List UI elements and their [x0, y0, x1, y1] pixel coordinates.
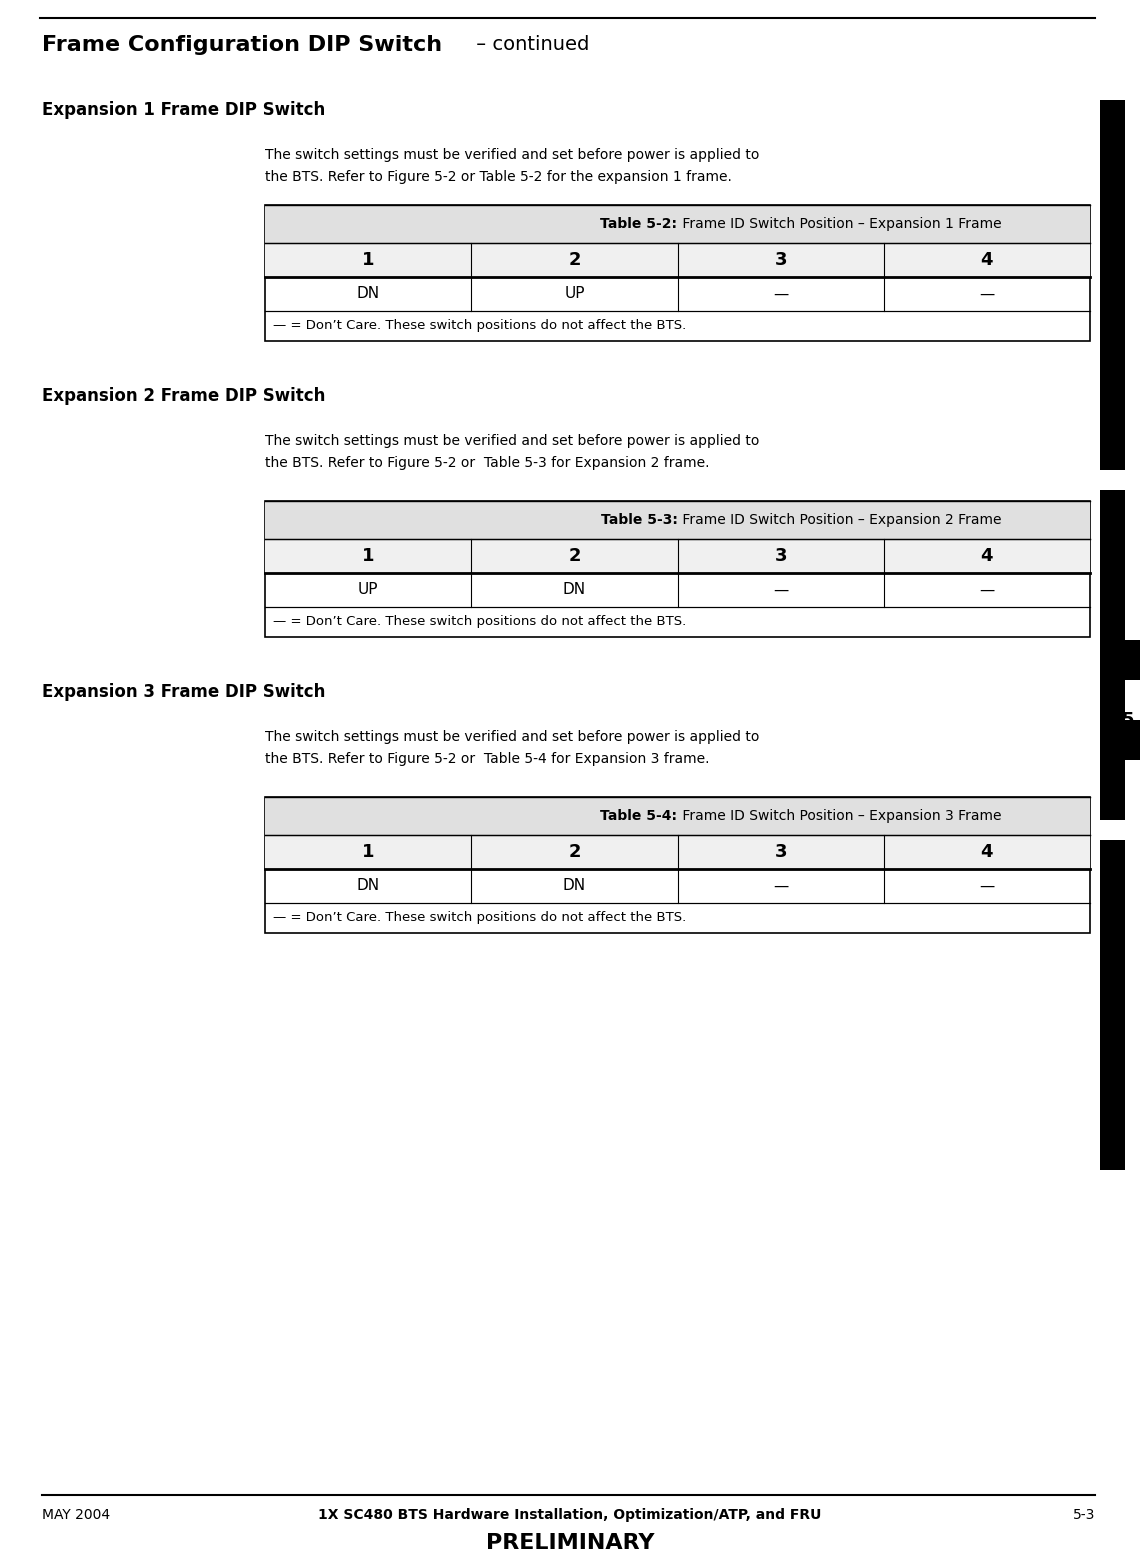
Bar: [264, 501, 1090, 540]
Text: 5: 5: [1122, 711, 1134, 729]
Text: Table 5-3:: Table 5-3:: [601, 513, 677, 527]
Text: Frame Configuration DIP Switch: Frame Configuration DIP Switch: [42, 36, 442, 54]
Bar: [264, 798, 1090, 933]
Text: 4: 4: [980, 250, 993, 269]
Bar: [264, 243, 1090, 277]
Text: —: —: [773, 879, 788, 894]
Bar: [1100, 490, 1125, 819]
Text: Table 5-4:: Table 5-4:: [601, 809, 677, 823]
Text: the BTS. Refer to Figure 5-2 or  Table 5-3 for Expansion 2 frame.: the BTS. Refer to Figure 5-2 or Table 5-…: [264, 456, 709, 470]
Text: the BTS. Refer to Figure 5-2 or  Table 5-4 for Expansion 3 frame.: the BTS. Refer to Figure 5-2 or Table 5-…: [264, 753, 709, 767]
Text: 5-3: 5-3: [1073, 1508, 1096, 1522]
Text: 1: 1: [361, 250, 374, 269]
Text: Frame ID Switch Position – Expansion 1 Frame: Frame ID Switch Position – Expansion 1 F…: [677, 218, 1001, 232]
Text: Expansion 1 Frame DIP Switch: Expansion 1 Frame DIP Switch: [42, 101, 325, 120]
Text: – continued: – continued: [470, 36, 589, 54]
Text: 2: 2: [568, 547, 580, 564]
Text: —: —: [979, 879, 994, 894]
Text: Frame ID Switch Position – Expansion 3 Frame: Frame ID Switch Position – Expansion 3 F…: [677, 809, 1001, 823]
Bar: [264, 205, 1090, 243]
Bar: [264, 798, 1090, 835]
Text: DN: DN: [563, 583, 586, 597]
Text: Frame ID Switch Position – Expansion 2 Frame: Frame ID Switch Position – Expansion 2 F…: [677, 513, 1001, 527]
Text: DN: DN: [563, 879, 586, 894]
Text: —: —: [773, 286, 788, 302]
Bar: [264, 205, 1090, 341]
Text: DN: DN: [357, 879, 380, 894]
Text: —: —: [979, 583, 994, 597]
Bar: [1100, 840, 1125, 1169]
Text: 1: 1: [361, 547, 374, 564]
Text: MAY 2004: MAY 2004: [42, 1508, 111, 1522]
Text: — = Don’t Care. These switch positions do not affect the BTS.: — = Don’t Care. These switch positions d…: [272, 319, 686, 333]
Bar: [1115, 720, 1140, 760]
Text: DN: DN: [357, 286, 380, 302]
Text: The switch settings must be verified and set before power is applied to: The switch settings must be verified and…: [264, 729, 759, 743]
Text: 1: 1: [361, 843, 374, 861]
Text: 4: 4: [980, 843, 993, 861]
Text: Table 5-2:: Table 5-2:: [601, 218, 677, 232]
Text: — = Don’t Care. These switch positions do not affect the BTS.: — = Don’t Care. These switch positions d…: [272, 616, 686, 628]
Text: The switch settings must be verified and set before power is applied to: The switch settings must be verified and…: [264, 434, 759, 448]
Bar: [1115, 641, 1140, 680]
Text: 2: 2: [568, 843, 580, 861]
Text: Expansion 3 Frame DIP Switch: Expansion 3 Frame DIP Switch: [42, 683, 325, 701]
Text: The switch settings must be verified and set before power is applied to: The switch settings must be verified and…: [264, 148, 759, 162]
Text: 2: 2: [568, 250, 580, 269]
Text: UP: UP: [358, 583, 378, 597]
Bar: [264, 835, 1090, 869]
Text: 1X SC480 BTS Hardware Installation, Optimization/ATP, and FRU: 1X SC480 BTS Hardware Installation, Opti…: [318, 1508, 822, 1522]
Bar: [264, 501, 1090, 638]
Text: PRELIMINARY: PRELIMINARY: [486, 1533, 654, 1553]
Text: —: —: [773, 583, 788, 597]
Text: — = Don’t Care. These switch positions do not affect the BTS.: — = Don’t Care. These switch positions d…: [272, 911, 686, 925]
Text: 4: 4: [980, 547, 993, 564]
Bar: [1100, 100, 1125, 470]
Text: UP: UP: [564, 286, 585, 302]
Bar: [264, 540, 1090, 572]
Text: Expansion 2 Frame DIP Switch: Expansion 2 Frame DIP Switch: [42, 387, 325, 404]
Text: 3: 3: [774, 843, 787, 861]
Text: 3: 3: [774, 547, 787, 564]
Text: the BTS. Refer to Figure 5-2 or Table 5-2 for the expansion 1 frame.: the BTS. Refer to Figure 5-2 or Table 5-…: [264, 169, 732, 183]
Text: —: —: [979, 286, 994, 302]
Text: 3: 3: [774, 250, 787, 269]
